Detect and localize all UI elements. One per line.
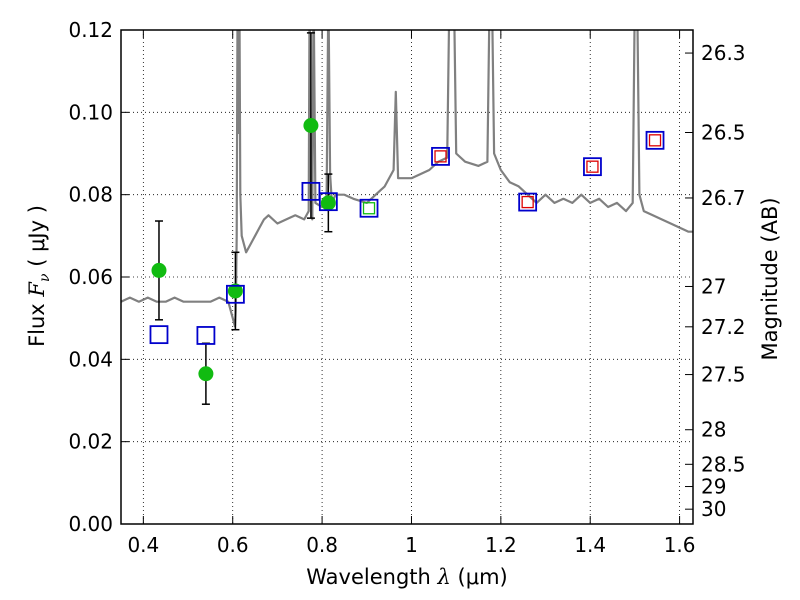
- y2-tick-label: 28.5: [701, 452, 746, 476]
- model-flux-square: [518, 192, 538, 212]
- model-flux-square: [196, 326, 216, 345]
- measured-flux-point: [227, 283, 243, 299]
- y2-tick-label: 27.5: [701, 363, 746, 387]
- y2-tick-label: 26.7: [701, 186, 746, 210]
- marker-layer: [149, 32, 665, 405]
- y2-tick-label: 27.2: [701, 315, 746, 339]
- y2-tick-label: 26.3: [701, 41, 746, 65]
- y2-tick-label: 28: [701, 418, 726, 442]
- model-flux-square: [359, 198, 379, 218]
- model-flux-inner-square: [648, 134, 662, 147]
- model-flux-square: [301, 181, 321, 201]
- model-flux-inner-square: [362, 202, 376, 215]
- y2-tick-label: 30: [701, 497, 726, 521]
- plot-area: [121, 30, 693, 524]
- y-tick-label: 0.12: [68, 18, 113, 42]
- model-flux-square: [318, 192, 338, 212]
- model-flux-inner-square: [521, 195, 534, 209]
- y2-tick-label: 29: [701, 475, 726, 499]
- y-tick-label: 0.06: [68, 265, 113, 289]
- tick-labels: 0.4 0.6 0.8 1 1.2 1.4 1.6 0.00 0.02 0.04 0.06 0.08 0…: [68, 18, 745, 557]
- model-flux-square: [583, 157, 602, 177]
- y-tick-label: 0.02: [68, 430, 113, 454]
- y-tick-label: 0.00: [68, 512, 113, 536]
- y-tick-label: 0.10: [68, 100, 113, 124]
- x-tick-label: 1: [405, 533, 418, 557]
- data-layer: [121, 30, 693, 328]
- model-flux-square: [149, 325, 169, 345]
- model-flux-inner-square: [434, 150, 447, 163]
- model-flux-square: [225, 284, 245, 304]
- x-tick-label: 1.4: [574, 533, 606, 557]
- model-flux-inner-square: [586, 160, 599, 173]
- y2-tick-label: 27: [701, 274, 726, 298]
- y-axis-label: Flux Fν ( μJy ): [25, 205, 53, 347]
- measured-flux-point: [303, 118, 319, 134]
- x-tick-label: 0.8: [306, 533, 338, 557]
- ticks: [121, 29, 693, 525]
- model-spectrum-line: [121, 30, 693, 328]
- x-tick-label: 1.6: [664, 533, 696, 557]
- x-tick-label: 0.4: [127, 533, 159, 557]
- measured-flux-point: [198, 366, 214, 382]
- x-axis-label: Wavelength λ (μm): [306, 565, 507, 589]
- y-tick-label: 0.08: [68, 183, 113, 207]
- x-tick-label: 1.2: [485, 533, 517, 557]
- model-flux-square: [431, 146, 450, 166]
- y2-axis-label: Magnitude (AB): [758, 197, 782, 360]
- y2-tick-label: 26.5: [701, 121, 746, 145]
- y-tick-label: 0.04: [68, 347, 113, 371]
- measured-flux-point: [320, 195, 336, 211]
- measured-flux-point: [151, 262, 167, 278]
- model-flux-square: [645, 130, 665, 150]
- x-tick-label: 0.6: [217, 533, 249, 557]
